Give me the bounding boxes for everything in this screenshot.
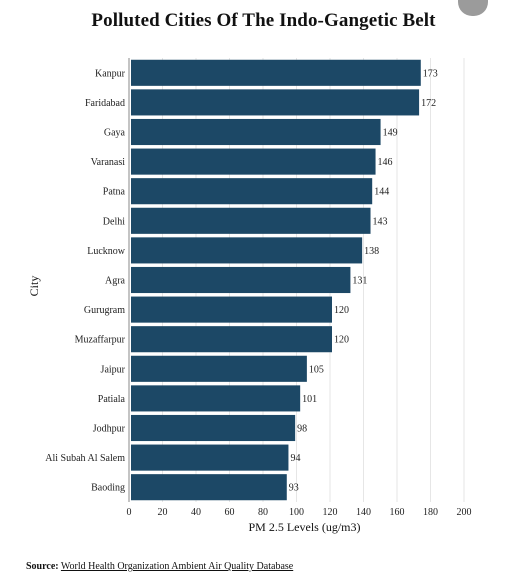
value-label: 131: [352, 276, 367, 287]
x-tick-label: 100: [289, 507, 304, 518]
bar: [131, 237, 363, 264]
category-label: Lucknow: [87, 246, 126, 257]
category-label: Ali Subah Al Salem: [45, 453, 125, 464]
category-label: Faridabad: [85, 98, 125, 109]
category-label: Jodhpur: [93, 424, 126, 435]
value-label: 105: [309, 364, 324, 375]
value-label: 101: [302, 394, 317, 405]
source-label: Source:: [26, 561, 59, 572]
bar: [131, 444, 289, 471]
corner-decoration: [458, 0, 488, 16]
bar: [131, 355, 307, 382]
x-tick-label: 180: [423, 507, 438, 518]
value-label: 98: [297, 424, 307, 435]
category-label: Baoding: [91, 483, 125, 494]
x-tick-label: 20: [158, 507, 168, 518]
value-label: 120: [334, 335, 349, 346]
bar: [131, 385, 301, 412]
category-label: Varanasi: [91, 157, 126, 168]
value-label: 172: [421, 98, 436, 109]
bar: [131, 59, 421, 86]
value-label: 93: [289, 483, 299, 494]
bar: [131, 296, 332, 323]
source-note: Source: World Health Organization Ambien…: [26, 561, 293, 572]
x-tick-label: 0: [127, 507, 132, 518]
bar: [131, 474, 287, 501]
x-axis-title: PM 2.5 Levels (ug/m3): [249, 520, 361, 534]
value-label: 149: [383, 128, 398, 139]
bar: [131, 148, 376, 175]
x-tick-label: 40: [191, 507, 201, 518]
category-label: Agra: [105, 276, 126, 287]
bar: [131, 89, 420, 116]
category-label: Patiala: [98, 394, 126, 405]
x-tick-label: 140: [356, 507, 371, 518]
bars: [131, 59, 421, 501]
value-label: 146: [378, 157, 393, 168]
value-label: 120: [334, 305, 349, 316]
x-tick-label: 60: [225, 507, 235, 518]
source-link[interactable]: World Health Organization Ambient Air Qu…: [60, 561, 294, 572]
value-label: 173: [423, 68, 438, 79]
x-tick-label: 80: [258, 507, 268, 518]
x-tick-label: 120: [323, 507, 338, 518]
bar: [131, 414, 296, 442]
labels: 0 20 40 60 80 100 120 140 160 180 200 Kanpur 173 Fari…: [45, 68, 471, 518]
bar: [131, 118, 381, 146]
category-label: Delhi: [103, 216, 125, 227]
category-label: Gaya: [104, 128, 126, 139]
chart-title: Polluted Cities Of The Indo-Gangetic Bel…: [91, 10, 436, 31]
y-axis-title: City: [27, 276, 41, 297]
x-tick-label: 160: [390, 507, 405, 518]
category-label: Kanpur: [95, 68, 126, 79]
category-label: Patna: [103, 187, 126, 198]
category-label: Muzaffarpur: [75, 335, 126, 346]
value-label: 143: [373, 216, 388, 227]
bar: [131, 207, 371, 234]
value-label: 144: [374, 187, 389, 198]
category-label: Jaipur: [101, 364, 126, 375]
bar: [131, 178, 373, 205]
value-label: 138: [364, 246, 379, 257]
value-label: 94: [290, 453, 300, 464]
category-label: Gurugram: [84, 305, 125, 316]
bar: [131, 266, 351, 294]
x-tick-label: 200: [457, 507, 472, 518]
bar: [131, 326, 332, 353]
